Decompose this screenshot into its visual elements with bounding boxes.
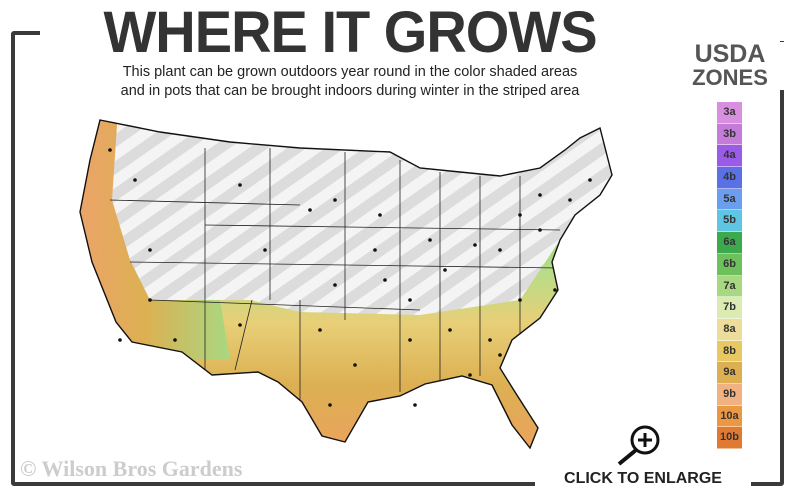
legend-zone-8b: 8b [717,340,742,363]
city-dot [413,403,417,407]
city-dot [373,248,377,252]
legend-title-zones: ZONES [692,65,768,90]
city-dot [568,198,572,202]
watermark: © Wilson Bros Gardens [20,456,243,481]
city-dot [448,328,452,332]
legend-zone-7b: 7b [717,297,742,319]
usda-zone-legend: 3a 3b 4a 4b 5a 5b 6a 6b 7a 7b 8a 8b 9a 9b 10a 10b [717,102,742,449]
city-dot [518,298,522,302]
city-dot [428,238,432,242]
city-dot [378,213,382,217]
city-dot [518,213,522,217]
city-dot [538,193,542,197]
city-dot [238,183,242,187]
legend-title: USDA ZONES [674,42,786,90]
city-dot [118,338,122,342]
city-dot [328,403,332,407]
legend-zone-3b: 3b [717,123,742,146]
city-dot [408,298,412,302]
legend-zone-8a: 8a [717,318,742,341]
legend-zone-9a: 9a [717,362,742,384]
subtitle-line-1: This plant can be grown outdoors year ro… [122,64,578,80]
state-border [234,299,253,371]
city-dot [133,178,137,182]
state-border [149,299,421,311]
city-dot [353,363,357,367]
legend-zone-10a: 10a [717,405,742,428]
city-dot [498,248,502,252]
city-dot [148,248,152,252]
state-border [204,224,561,231]
legend-zone-6b: 6b [717,253,742,276]
city-dot [173,338,177,342]
city-dot [108,148,112,152]
city-dot [468,373,472,377]
city-dot [148,298,152,302]
city-dot [383,278,387,282]
legend-title-usda: USDA [694,40,766,68]
city-dot [473,243,477,247]
city-dot [553,288,557,292]
legend-zone-6a: 6a [717,232,742,254]
legend-zone-4b: 4b [717,167,742,189]
city-dot [588,178,592,182]
city-dot [538,228,542,232]
frame-gap [660,25,790,41]
subtitle-line-2: and in pots that can be brought indoors … [120,83,580,99]
legend-zone-10b: 10b [717,427,742,449]
legend-zone-7a: 7a [717,275,742,298]
city-dot [238,323,242,327]
legend-zone-5a: 5a [717,188,742,211]
city-dot [488,338,492,342]
city-dot [318,328,322,332]
city-dot [443,268,447,272]
city-dot [333,198,337,202]
city-dot [498,353,502,357]
city-dot [263,248,267,252]
legend-zone-4a: 4a [717,145,742,168]
click-to-enlarge-button[interactable]: CLICK TO ENLARGE [535,470,751,488]
magnifier-plus-icon[interactable] [615,422,665,468]
city-dot [308,208,312,212]
legend-zone-9b: 9b [717,383,742,406]
city-dot [333,283,337,287]
legend-zone-3a: 3a [717,102,742,124]
legend-zone-5b: 5b [717,210,742,233]
page-title: WHERE IT GROWS [50,0,650,66]
city-dot [408,338,412,342]
